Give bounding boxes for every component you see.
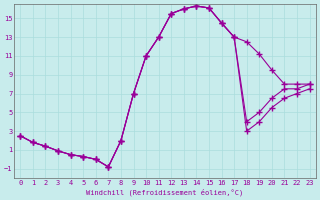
- X-axis label: Windchill (Refroidissement éolien,°C): Windchill (Refroidissement éolien,°C): [86, 188, 244, 196]
